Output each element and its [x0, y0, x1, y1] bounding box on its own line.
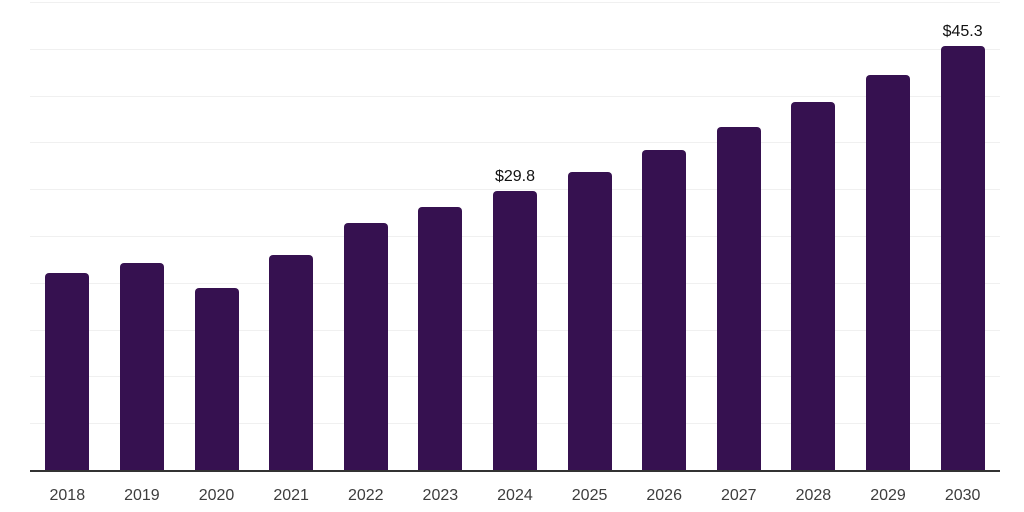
x-tick-2030: 2030 [944, 487, 981, 504]
x-tick-2028: 2028 [795, 487, 832, 504]
x-axis-labels: 2018 2019 2020 2021 2022 2023 2024 2025 2026 2027… [30, 474, 1000, 512]
bar-2023 [418, 206, 463, 470]
bar-slot-2029 [851, 2, 926, 470]
bar-2024 [492, 191, 537, 470]
bar-2020 [194, 288, 239, 470]
x-tick-2025: 2025 [571, 487, 608, 504]
x-tick-2021: 2021 [273, 487, 309, 504]
bar-2019 [119, 263, 164, 470]
bar-slot-2030: $45.3 [925, 2, 1000, 470]
bar-2026 [642, 149, 687, 470]
bar-2028 [791, 102, 836, 470]
x-tick-2027: 2027 [720, 487, 757, 504]
bar-slot-2022 [328, 2, 403, 470]
bar-slot-2020 [179, 2, 254, 470]
gridline [30, 95, 1000, 97]
gridline [30, 142, 1000, 144]
gridline [30, 48, 1000, 50]
bar-2021 [269, 254, 314, 470]
bar-2025 [567, 172, 612, 470]
bar-slot-2019 [105, 2, 180, 470]
x-tick-2018: 2018 [49, 487, 86, 504]
bar-slot-2023 [403, 2, 478, 470]
data-label-2024: $29.8 [494, 168, 535, 186]
bar-slot-2027 [701, 2, 776, 470]
bar-2027 [716, 127, 761, 470]
bar-2018 [45, 273, 90, 470]
x-tick-2022: 2022 [347, 487, 384, 504]
bar-2030 [940, 46, 985, 470]
bar-2022 [343, 222, 388, 470]
bar-slot-2021 [254, 2, 329, 470]
data-label-2030: $45.3 [942, 23, 983, 40]
bar-2029 [866, 75, 910, 470]
bar-slot-2026 [627, 2, 702, 470]
x-tick-2019: 2019 [124, 487, 160, 504]
gridline [30, 2, 1000, 3]
x-tick-2020: 2020 [198, 487, 235, 504]
x-tick-2023: 2023 [422, 487, 459, 504]
bar-slot-2028 [776, 2, 851, 470]
gridline [30, 189, 1000, 191]
bars-row: $29.8 $45.3 [30, 2, 1000, 470]
x-tick-2029: 2029 [870, 487, 906, 504]
bar-slot-2018 [30, 2, 105, 470]
x-tick-2024: 2024 [497, 487, 533, 504]
x-tick-2026: 2026 [646, 487, 682, 504]
bar-slot-2024: $29.8 [478, 2, 553, 470]
bar-slot-2025 [552, 2, 627, 470]
plot-area: $29.8 $45.3 [30, 2, 1000, 472]
